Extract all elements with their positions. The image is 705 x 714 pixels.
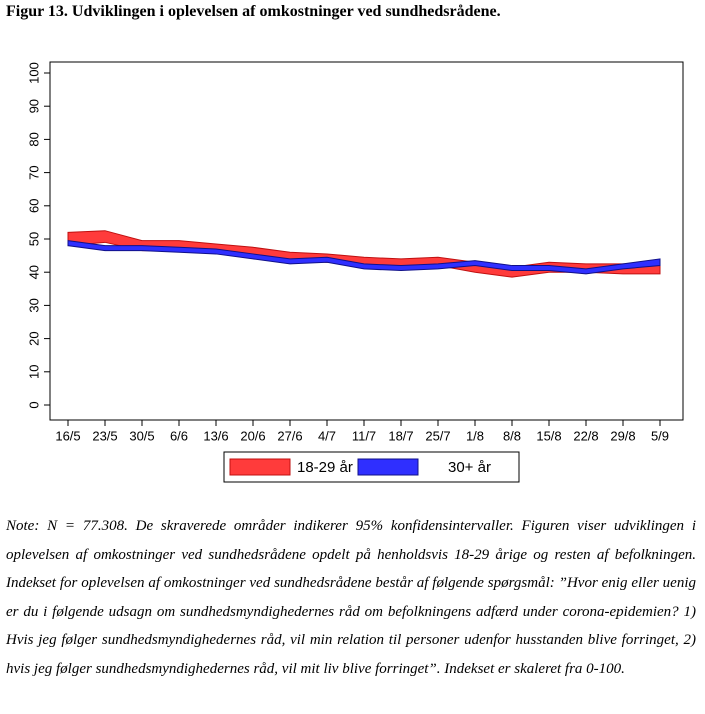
y-tick-label: 100 bbox=[26, 62, 41, 84]
y-tick-label: 0 bbox=[26, 401, 41, 408]
x-tick-label: 23/5 bbox=[92, 428, 117, 443]
x-tick-label: 29/8 bbox=[610, 428, 635, 443]
confidence-band bbox=[67, 240, 661, 275]
y-tick-label: 30 bbox=[26, 298, 41, 312]
note: Note: N = 77.308. De skraverede områder … bbox=[6, 518, 696, 677]
x-tick-label: 30/5 bbox=[129, 428, 154, 443]
x-tick-label: 1/8 bbox=[466, 428, 484, 443]
y-tick-label: 20 bbox=[26, 331, 41, 345]
x-tick-label: 11/7 bbox=[352, 428, 376, 443]
x-tick-label: 18/7 bbox=[388, 428, 413, 443]
legend-label: 30+ år bbox=[448, 459, 491, 476]
x-tick-label: 8/8 bbox=[503, 428, 521, 443]
y-tick-label: 60 bbox=[26, 199, 41, 213]
y-tick-label: 70 bbox=[26, 165, 41, 179]
y-tick-label: 80 bbox=[26, 132, 41, 146]
x-tick-label: 4/7 bbox=[318, 428, 336, 443]
x-tick-label: 27/6 bbox=[277, 428, 302, 443]
x-tick-label: 22/8 bbox=[573, 428, 598, 443]
x-tick-label: 16/5 bbox=[55, 428, 80, 443]
legend-swatch bbox=[357, 458, 419, 476]
y-tick-label: 90 bbox=[26, 99, 41, 113]
x-tick-label: 6/6 bbox=[170, 428, 188, 443]
x-tick-label: 20/6 bbox=[240, 428, 265, 443]
x-tick-label: 15/8 bbox=[536, 428, 561, 443]
x-tick-label: 25/7 bbox=[425, 428, 450, 443]
chart: 0 10 20 30 40 50 60 70 80 90 100 16/5 23/5 30/5 6/6 13/… bbox=[26, 61, 684, 483]
legend-label: 18-29 år bbox=[297, 459, 353, 476]
y-tick-label: 50 bbox=[26, 232, 41, 246]
x-tick-label: 13/6 bbox=[203, 428, 228, 443]
y-tick-label: 40 bbox=[26, 265, 41, 279]
y-tick-label: 10 bbox=[26, 365, 41, 379]
chart-title: Figur 13. Udviklingen i oplevelsen af om… bbox=[6, 3, 501, 20]
x-tick-label: 5/9 bbox=[651, 428, 669, 443]
legend-swatch bbox=[229, 458, 291, 476]
